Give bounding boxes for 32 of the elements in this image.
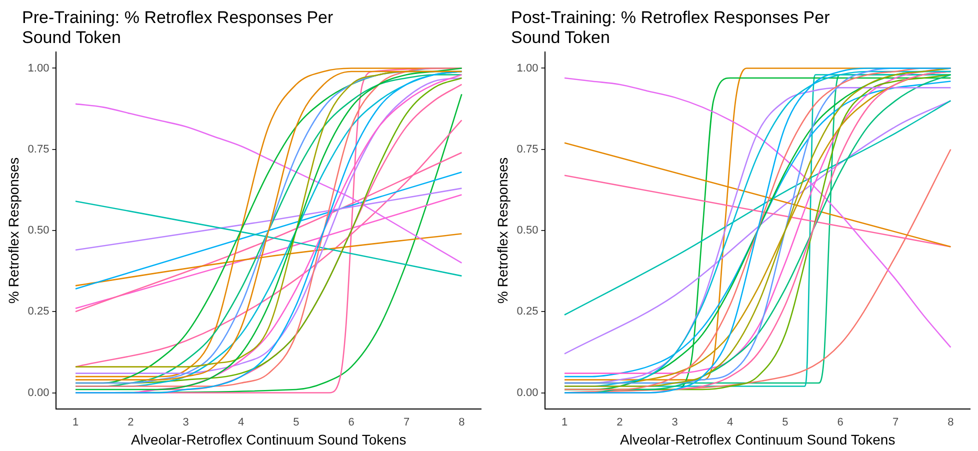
x-axis-title: Alveolar-Retroflex Continuum Sound Tokens bbox=[620, 431, 896, 448]
chart-title: Pre-Training: % Retroflex Responses Per Sound Token bbox=[22, 8, 334, 48]
y-tick-label: 0.50 bbox=[28, 224, 50, 237]
x-tick-label: 7 bbox=[892, 416, 899, 429]
y-tick-label: 0.75 bbox=[516, 143, 538, 156]
x-tick-label: 8 bbox=[458, 416, 465, 429]
x-tick-label: 8 bbox=[948, 416, 954, 429]
x-tick-label: 6 bbox=[348, 416, 354, 429]
x-tick-label: 7 bbox=[403, 416, 410, 429]
x-tick-label: 4 bbox=[238, 416, 244, 429]
y-axis-title: % Retroflex Responses bbox=[494, 157, 510, 304]
y-tick-label: 1.00 bbox=[516, 62, 538, 74]
x-tick-label: 5 bbox=[293, 416, 300, 429]
x-tick-label: 6 bbox=[837, 416, 844, 429]
x-tick-label: 2 bbox=[616, 416, 623, 429]
y-tick-label: 0.25 bbox=[28, 306, 50, 318]
y-tick-label: 0.25 bbox=[516, 306, 538, 318]
x-tick-label: 3 bbox=[672, 416, 678, 429]
y-tick-label: 0.00 bbox=[516, 386, 538, 399]
chart-title: Post-Training: % Retroflex Responses Per Sound Token bbox=[511, 8, 831, 48]
x-tick-label: 4 bbox=[726, 416, 734, 429]
x-axis-title: Alveolar-Retroflex Continuum Sound Tokens bbox=[130, 431, 406, 448]
x-tick-label: 3 bbox=[182, 416, 189, 429]
y-tick-label: 1.00 bbox=[28, 62, 50, 74]
x-tick-label: 1 bbox=[72, 416, 79, 429]
y-tick-label: 0.75 bbox=[28, 143, 50, 156]
y-tick-label: 0.00 bbox=[28, 386, 50, 399]
x-tick-label: 2 bbox=[128, 416, 134, 429]
y-axis-title: % Retroflex Responses bbox=[5, 157, 22, 304]
x-tick-label: 5 bbox=[782, 416, 788, 429]
x-tick-label: 1 bbox=[561, 416, 568, 429]
y-tick-label: 0.50 bbox=[516, 224, 538, 237]
